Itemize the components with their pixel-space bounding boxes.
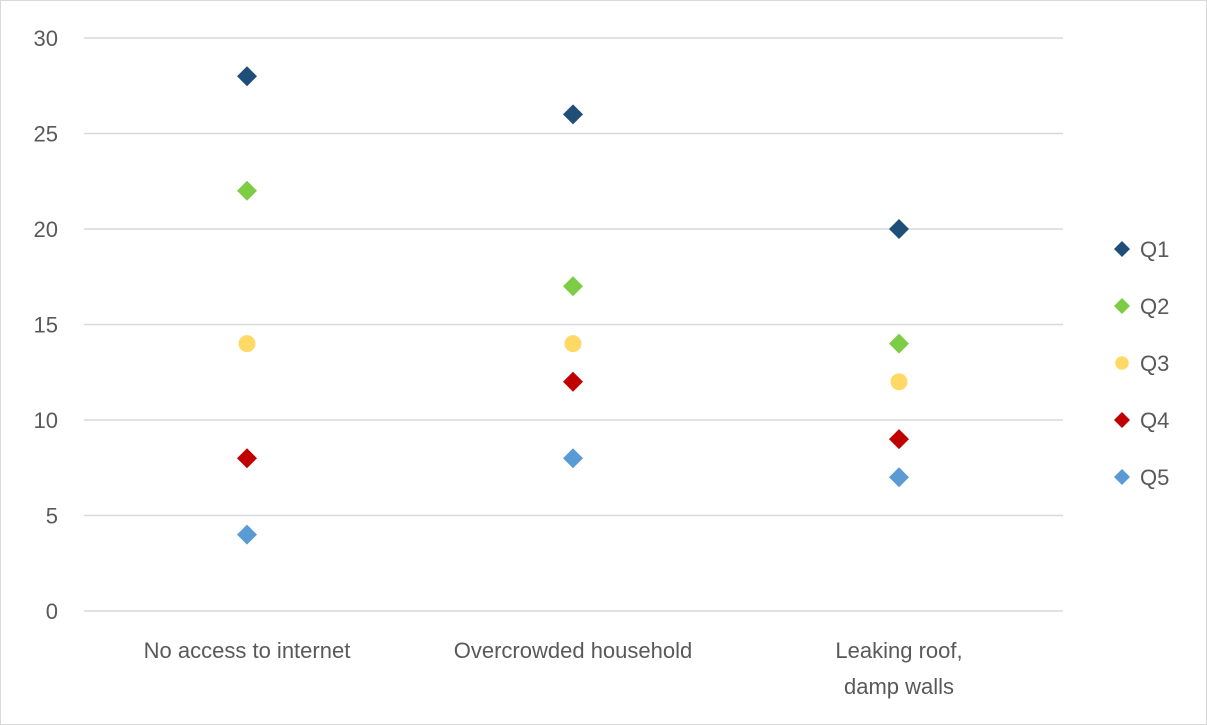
legend-marker-q4 xyxy=(1114,412,1130,428)
legend-item-q4: Q4 xyxy=(1114,408,1169,433)
data-point-q3 xyxy=(564,335,582,353)
y-tick-label: 20 xyxy=(34,217,58,242)
y-tick-label: 15 xyxy=(34,313,58,338)
data-point-q5 xyxy=(237,524,257,545)
data-point-q2 xyxy=(237,180,257,201)
legend-label: Q4 xyxy=(1140,408,1169,433)
x-category-label: Leaking roof, damp walls xyxy=(835,638,962,699)
x-category-label-line: Leaking roof, xyxy=(835,638,962,663)
legend-marker-q1 xyxy=(1114,241,1130,257)
y-tick-label: 10 xyxy=(34,408,58,433)
legend-item-q5: Q5 xyxy=(1114,465,1169,490)
data-point-q1 xyxy=(237,66,257,87)
legend-marker-q5 xyxy=(1114,469,1130,485)
x-category-label: Overcrowded household xyxy=(454,638,692,663)
data-point-q4 xyxy=(889,429,909,450)
data-point-q2 xyxy=(563,276,583,297)
data-point-q3 xyxy=(238,335,256,353)
data-point-q4 xyxy=(563,371,583,392)
x-axis-category-labels: No access to internet Overcrowded househo… xyxy=(144,638,963,699)
data-point-q4 xyxy=(237,448,257,469)
legend-label: Q5 xyxy=(1140,465,1169,490)
data-point-q3 xyxy=(890,373,908,391)
x-category-label: No access to internet xyxy=(144,638,351,663)
legend-label: Q3 xyxy=(1140,351,1169,376)
x-category-label-line: damp walls xyxy=(844,674,954,699)
legend-marker-q2 xyxy=(1114,298,1130,314)
data-point-q1 xyxy=(563,104,583,125)
legend-item-q2: Q2 xyxy=(1114,294,1169,319)
x-category-label-line: No access to internet xyxy=(144,638,351,663)
data-point-q5 xyxy=(563,448,583,469)
data-point-q1 xyxy=(889,219,909,239)
y-tick-label: 5 xyxy=(46,504,58,529)
legend-label: Q2 xyxy=(1140,294,1169,319)
y-tick-label: 30 xyxy=(34,26,58,51)
data-point-q2 xyxy=(889,333,909,354)
legend: Q1 Q2 Q3 Q4 Q5 xyxy=(1114,237,1169,490)
y-tick-label: 25 xyxy=(34,122,58,147)
legend-label: Q1 xyxy=(1140,237,1169,262)
y-tick-label: 0 xyxy=(46,599,58,624)
data-point-q5 xyxy=(889,467,909,488)
legend-item-q3: Q3 xyxy=(1115,351,1169,376)
legend-marker-q3 xyxy=(1115,356,1129,370)
x-category-label-line: Overcrowded household xyxy=(454,638,692,663)
legend-item-q1: Q1 xyxy=(1114,237,1169,262)
y-axis-tick-labels: 0 5 10 15 20 25 30 xyxy=(34,26,58,624)
gridlines xyxy=(84,37,1063,612)
data-points xyxy=(237,66,909,545)
